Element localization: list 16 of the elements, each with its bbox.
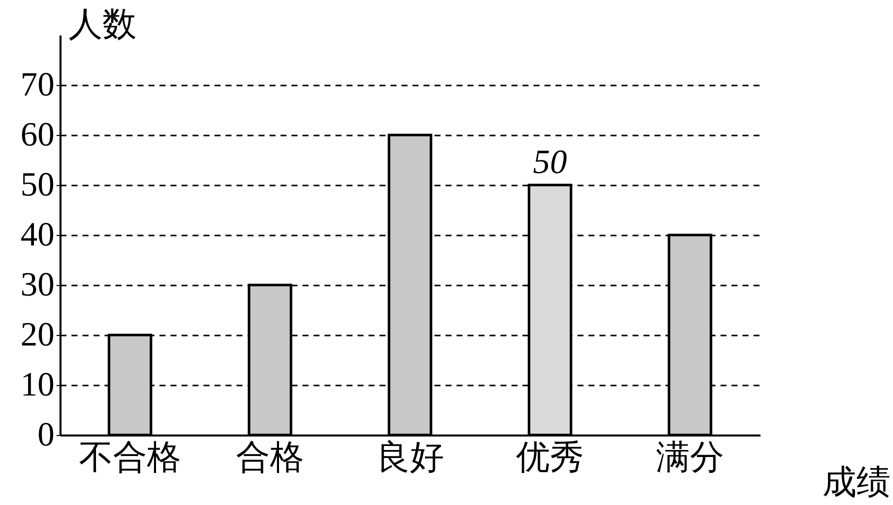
- x-tick-label: 优秀: [516, 438, 584, 478]
- y-tick-label: 0: [38, 416, 54, 454]
- x-tick-label: 不合格: [79, 438, 181, 478]
- x-axis-title: 成绩: [822, 462, 890, 502]
- y-tick-label: 60: [20, 116, 54, 154]
- y-tick-label: 30: [20, 266, 54, 304]
- y-tick-label: 70: [20, 66, 54, 104]
- y-tick-label: 10: [20, 366, 54, 404]
- x-tick-label: 满分: [656, 438, 724, 478]
- x-tick-label: 良好: [376, 438, 444, 478]
- y-tick-label: 50: [20, 166, 54, 204]
- data-label: 50: [533, 144, 567, 181]
- y-axis-title: 人数: [68, 4, 136, 44]
- y-tick-label: 20: [20, 316, 54, 354]
- y-tick-label: 40: [20, 216, 54, 254]
- x-tick-label: 合格: [236, 438, 304, 478]
